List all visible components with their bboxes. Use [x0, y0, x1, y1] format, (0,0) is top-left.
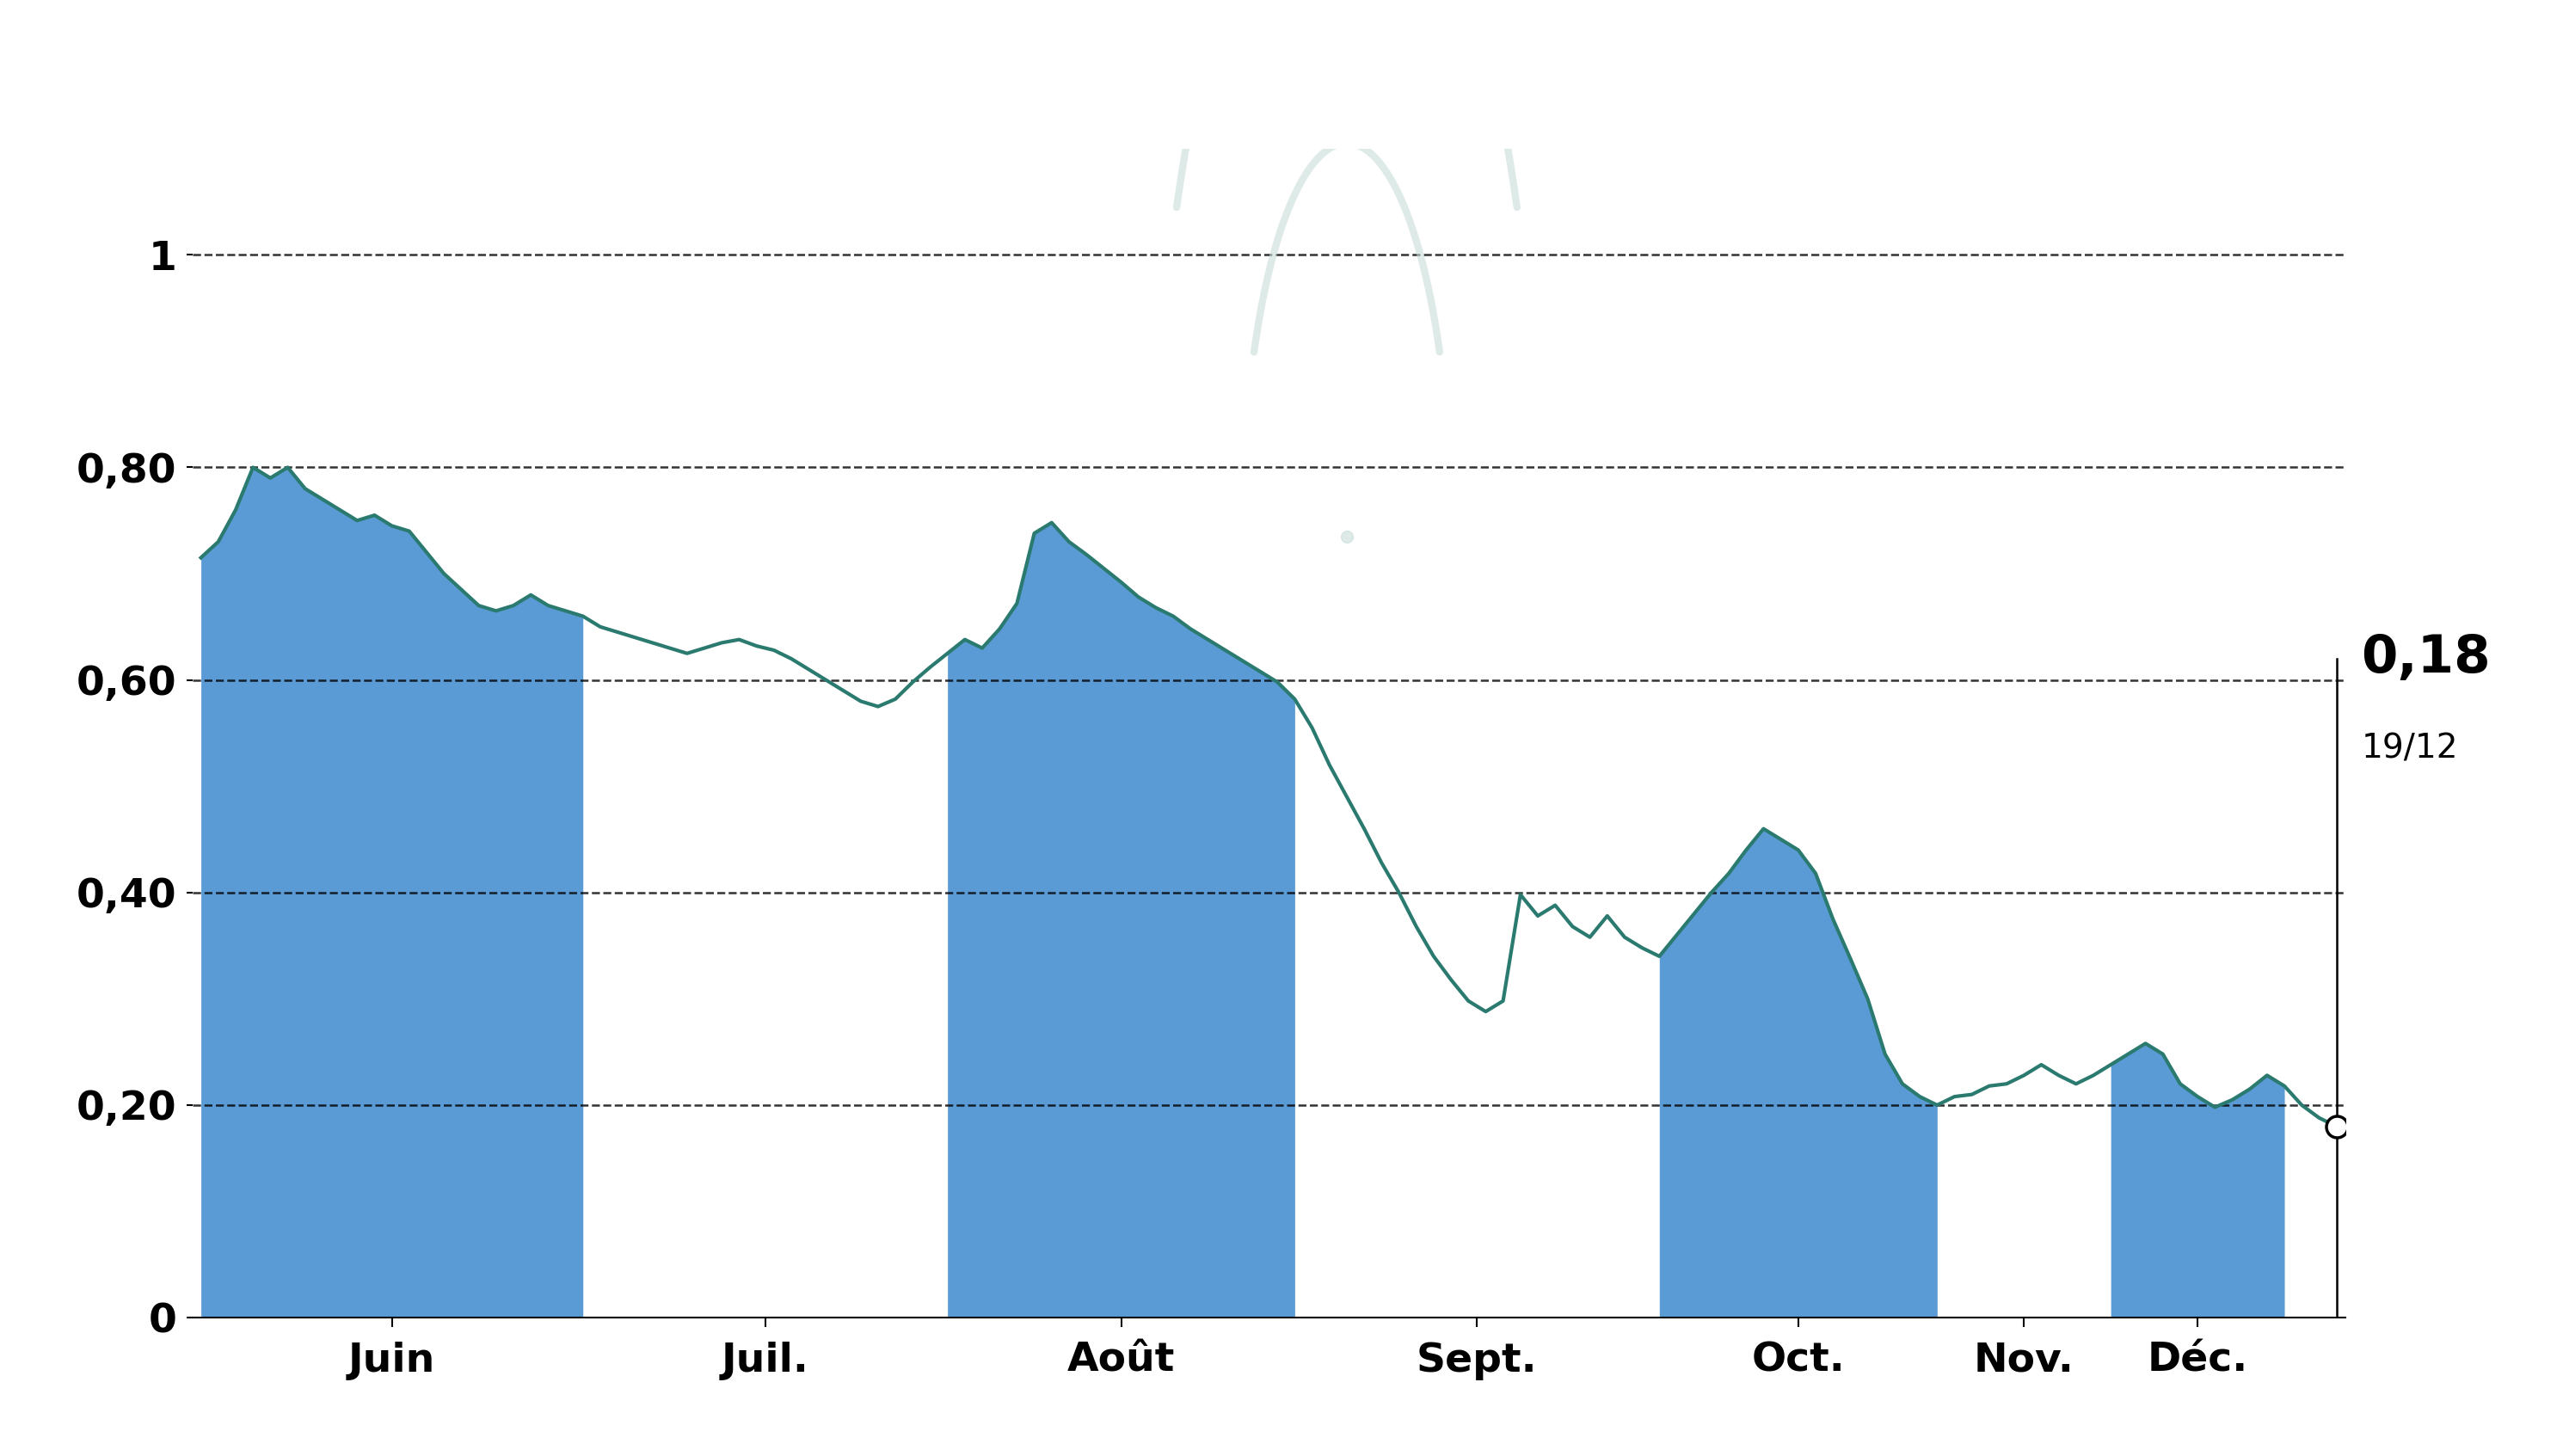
Text: 0,18: 0,18 [2361, 633, 2491, 684]
Text: 19/12: 19/12 [2361, 732, 2458, 766]
Text: METAVISIO: METAVISIO [935, 4, 1628, 115]
